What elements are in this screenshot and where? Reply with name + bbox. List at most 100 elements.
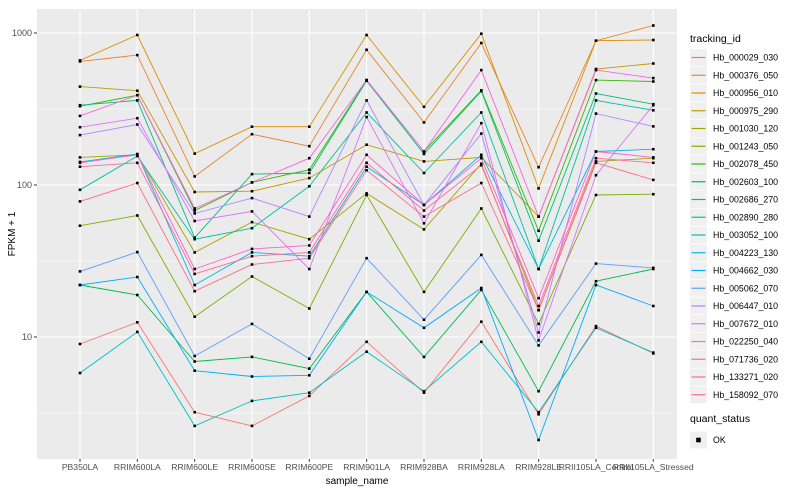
data-point bbox=[78, 270, 82, 273]
data-point bbox=[78, 342, 82, 346]
legend-item: Hb_007672_010 bbox=[690, 315, 778, 333]
data-point bbox=[480, 121, 483, 125]
data-point bbox=[136, 33, 139, 37]
data-point bbox=[480, 89, 483, 93]
data-point bbox=[193, 209, 196, 212]
data-point bbox=[308, 237, 311, 241]
data-point bbox=[193, 190, 196, 194]
data-point bbox=[193, 283, 196, 287]
data-point bbox=[537, 165, 540, 169]
data-point bbox=[537, 304, 540, 308]
data-point bbox=[537, 339, 540, 342]
data-point bbox=[136, 93, 139, 97]
data-point bbox=[594, 193, 598, 197]
data-point bbox=[594, 279, 598, 283]
data-point bbox=[78, 156, 82, 159]
legend-label: Hb_004662_030 bbox=[713, 266, 778, 276]
data-point bbox=[652, 156, 655, 159]
data-point bbox=[308, 254, 311, 258]
data-point bbox=[78, 371, 82, 375]
data-point bbox=[537, 413, 540, 416]
data-point bbox=[422, 150, 426, 153]
data-points bbox=[78, 24, 655, 442]
data-point bbox=[250, 181, 254, 184]
plot-panel bbox=[37, 9, 677, 459]
legend-item: Hb_004662_030 bbox=[690, 262, 778, 279]
data-point bbox=[193, 360, 196, 363]
data-point bbox=[250, 424, 254, 428]
data-point bbox=[537, 331, 540, 334]
data-point bbox=[308, 367, 311, 370]
data-point bbox=[78, 85, 82, 88]
data-point bbox=[422, 160, 426, 163]
data-point bbox=[136, 89, 139, 92]
data-point bbox=[193, 237, 196, 241]
data-point bbox=[422, 222, 426, 225]
legend-label: Hb_002890_280 bbox=[713, 212, 778, 222]
data-point bbox=[308, 244, 311, 247]
x-tick-label: RRIM928BA bbox=[400, 462, 448, 472]
data-point bbox=[652, 62, 655, 65]
data-point bbox=[250, 251, 254, 254]
data-point bbox=[652, 351, 655, 354]
data-point bbox=[136, 123, 139, 126]
data-point bbox=[422, 355, 426, 359]
data-point bbox=[308, 307, 311, 310]
data-point bbox=[308, 144, 311, 148]
data-point bbox=[365, 78, 368, 82]
data-point bbox=[480, 132, 483, 135]
data-point bbox=[594, 326, 598, 330]
data-point bbox=[652, 192, 655, 196]
data-point bbox=[193, 272, 196, 276]
data-point bbox=[136, 99, 139, 102]
data-point bbox=[594, 99, 598, 102]
data-point bbox=[250, 132, 254, 136]
data-point bbox=[652, 266, 655, 270]
data-point bbox=[480, 68, 483, 72]
data-point bbox=[537, 344, 540, 347]
x-tick-label: RRIM600LE bbox=[171, 462, 218, 472]
data-point bbox=[537, 229, 540, 233]
data-point bbox=[594, 156, 598, 160]
data-point bbox=[365, 340, 368, 344]
data-point bbox=[652, 125, 655, 128]
legend-quant-status: OK bbox=[690, 431, 726, 449]
legend-item: Hb_000376_050 bbox=[690, 66, 778, 84]
data-point bbox=[308, 171, 311, 175]
data-point bbox=[136, 53, 139, 57]
data-point bbox=[422, 105, 426, 109]
x-tick-label: PB350LA bbox=[62, 462, 99, 472]
axes: 10 100 1000 PB350LA RRIM600LA RRIM600LE RRIM60… bbox=[12, 28, 694, 472]
x-tick-label: RRII105LA_Stressed bbox=[613, 462, 694, 472]
data-point bbox=[594, 78, 598, 82]
data-point bbox=[136, 275, 139, 279]
data-point bbox=[193, 175, 196, 178]
data-point bbox=[537, 322, 540, 326]
data-point bbox=[193, 152, 196, 155]
ok-square-marker bbox=[696, 437, 701, 443]
data-point bbox=[365, 48, 368, 52]
data-point bbox=[308, 251, 311, 254]
data-point bbox=[365, 153, 368, 157]
data-point bbox=[365, 193, 368, 197]
data-point bbox=[422, 171, 426, 175]
data-point bbox=[594, 39, 598, 42]
data-point bbox=[250, 125, 254, 128]
data-point bbox=[537, 267, 540, 271]
data-point bbox=[422, 152, 426, 156]
data-point bbox=[422, 391, 426, 394]
data-point bbox=[652, 38, 655, 42]
data-point bbox=[78, 125, 82, 129]
data-point bbox=[537, 308, 540, 312]
legend-item: Hb_002078_450 bbox=[690, 155, 778, 173]
data-point bbox=[250, 322, 254, 326]
panel-background bbox=[37, 9, 677, 459]
data-point bbox=[480, 163, 483, 167]
data-point bbox=[78, 133, 82, 137]
x-tick-label: RRIM600SE bbox=[228, 462, 276, 472]
legend-label: Hb_158092_070 bbox=[713, 390, 778, 400]
data-point bbox=[480, 41, 483, 45]
data-point bbox=[652, 304, 655, 308]
data-point bbox=[594, 283, 598, 287]
